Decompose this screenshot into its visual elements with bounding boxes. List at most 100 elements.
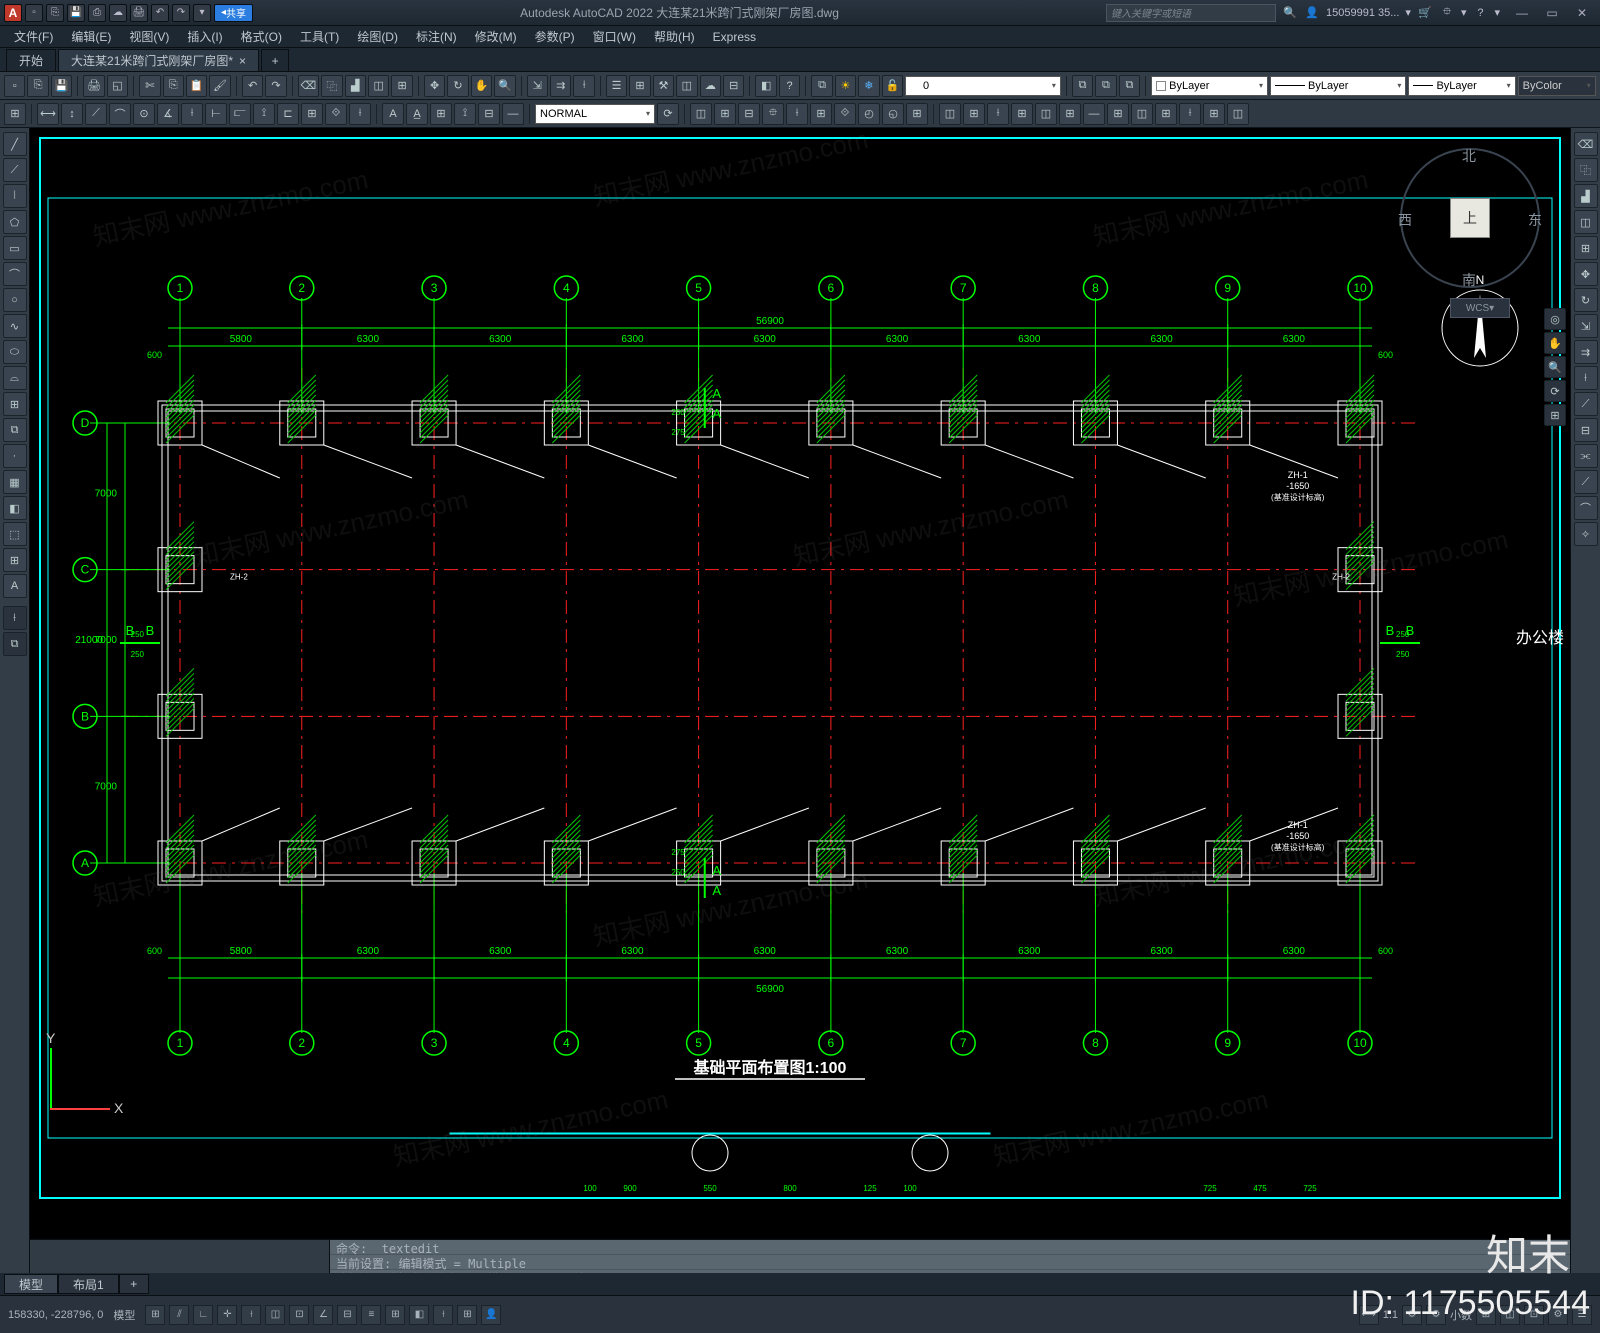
minimize-button[interactable]: —: [1508, 4, 1536, 22]
st-trans-icon[interactable]: ⊞: [385, 1305, 405, 1325]
tb-mirror-icon[interactable]: ▟: [345, 75, 366, 97]
tb2-dim11-icon[interactable]: ⊏: [277, 103, 299, 125]
tb-scale-icon[interactable]: ⇲: [527, 75, 548, 97]
rt-erase-icon[interactable]: ⌫: [1574, 132, 1598, 156]
help-dropdown-icon[interactable]: ▾: [1494, 6, 1500, 19]
tb2-dimup-icon[interactable]: ⟳: [657, 103, 679, 125]
undo-icon[interactable]: ↶: [151, 4, 169, 22]
user-icon[interactable]: 👤: [1304, 5, 1320, 21]
view-cube[interactable]: 上 北 南 东 西: [1400, 148, 1540, 288]
tb-dc-icon[interactable]: ⊞: [629, 75, 650, 97]
tb2-v8-icon[interactable]: ⊞: [1107, 103, 1129, 125]
lt-ellipse-icon[interactable]: ⬭: [3, 340, 27, 364]
rt-stretch-icon[interactable]: ⇉: [1574, 340, 1598, 364]
tab-new-button[interactable]: +: [261, 49, 289, 71]
plot-icon[interactable]: 🖨: [130, 4, 148, 22]
tb2-v9-icon[interactable]: ◫: [1131, 103, 1153, 125]
tb-undo-icon[interactable]: ↶: [242, 75, 263, 97]
rt-break-icon[interactable]: ⊟: [1574, 418, 1598, 442]
menu-view[interactable]: 视图(V): [121, 26, 177, 47]
color-select[interactable]: ByLayer▾: [1151, 76, 1268, 96]
tb-lay2-icon[interactable]: ⧉: [1095, 75, 1116, 97]
tb2-dim14-icon[interactable]: ⟊: [349, 103, 371, 125]
maximize-button[interactable]: ▭: [1538, 4, 1566, 22]
nav-zoom-icon[interactable]: 🔍: [1544, 356, 1566, 378]
tb-cut-icon[interactable]: ✄: [139, 75, 160, 97]
tb-help2-icon[interactable]: ?: [779, 75, 800, 97]
tb-pan-icon[interactable]: ✋: [471, 75, 492, 97]
tb-match-icon[interactable]: 🖌: [209, 75, 230, 97]
viewcube-face[interactable]: 上: [1450, 198, 1490, 238]
tb-tool-icon[interactable]: ⚒: [653, 75, 674, 97]
lt-earc-icon[interactable]: ⌓: [3, 366, 27, 390]
tb2-m9-icon[interactable]: ◵: [882, 103, 904, 125]
tb2-m7-icon[interactable]: ⟐: [834, 103, 856, 125]
st-dyn-icon[interactable]: ⊟: [337, 1305, 357, 1325]
st-qp-icon[interactable]: ⊞: [457, 1305, 477, 1325]
tab-layout1[interactable]: 布局1: [58, 1274, 119, 1294]
st-snap-icon[interactable]: ⫽: [169, 1305, 189, 1325]
tb-lock-icon[interactable]: 🔓: [882, 75, 903, 97]
st-osnap-icon[interactable]: ◫: [265, 1305, 285, 1325]
tb2-v7-icon[interactable]: —: [1083, 103, 1105, 125]
redo-icon[interactable]: ↷: [172, 4, 190, 22]
help-icon[interactable]: ?: [1472, 5, 1488, 21]
save-icon[interactable]: 💾: [67, 4, 85, 22]
tb-open-icon[interactable]: ⎘: [27, 75, 48, 97]
menu-window[interactable]: 窗口(W): [585, 26, 644, 47]
tb2-m2-icon[interactable]: ⊞: [714, 103, 736, 125]
tb2-v5-icon[interactable]: ◫: [1035, 103, 1057, 125]
menu-insert[interactable]: 插入(I): [179, 26, 230, 47]
tb2-dim9-icon[interactable]: ⫍: [229, 103, 251, 125]
st-ortho-icon[interactable]: ∟: [193, 1305, 213, 1325]
lt-polygon-icon[interactable]: ⬠: [3, 210, 27, 234]
tb-lay3-icon[interactable]: ⧉: [1119, 75, 1140, 97]
user-dropdown-icon[interactable]: ▾: [1405, 6, 1411, 19]
tb2-dim5-icon[interactable]: ⊙: [133, 103, 155, 125]
menu-modify[interactable]: 修改(M): [467, 26, 525, 47]
nav-show-icon[interactable]: ⊞: [1544, 404, 1566, 426]
tb2-v4-icon[interactable]: ⊞: [1011, 103, 1033, 125]
search-go-icon[interactable]: 🔍: [1282, 5, 1298, 21]
tb-paste-icon[interactable]: 📋: [186, 75, 207, 97]
tab-drawing[interactable]: 大连某21米跨门式刚架厂房图*×: [58, 49, 259, 71]
menu-express[interactable]: Express: [705, 28, 764, 46]
help-search-input[interactable]: 键入关键字或短语: [1106, 4, 1276, 22]
tb-copy2-icon[interactable]: ⿻: [321, 75, 342, 97]
dimstyle-select[interactable]: NORMAL▾: [535, 104, 655, 124]
lt-table-icon[interactable]: ⊞: [3, 548, 27, 572]
tb-sheet-icon[interactable]: ◫: [676, 75, 697, 97]
tb-offset-icon[interactable]: ◫: [368, 75, 389, 97]
lt-grad-icon[interactable]: ◧: [3, 496, 27, 520]
close-button[interactable]: ✕: [1568, 4, 1596, 22]
rt-move-icon[interactable]: ✥: [1574, 262, 1598, 286]
lt-xline-icon[interactable]: ⟋: [3, 158, 27, 182]
linetype-select[interactable]: ByLayer▾: [1270, 76, 1406, 96]
tb-new-icon[interactable]: ▫: [4, 75, 25, 97]
tb2-dim7-icon[interactable]: ⟊: [181, 103, 203, 125]
tb2-v1-icon[interactable]: ◫: [939, 103, 961, 125]
tb-freeze-icon[interactable]: ❄: [858, 75, 879, 97]
tb-rotate-icon[interactable]: ↻: [447, 75, 468, 97]
tab-start[interactable]: 开始: [6, 49, 56, 71]
tb2-txt5-icon[interactable]: ⊟: [478, 103, 500, 125]
nav-orbit-icon[interactable]: ⟳: [1544, 380, 1566, 402]
tab-add-layout[interactable]: +: [119, 1274, 149, 1294]
tb2-dim2-icon[interactable]: ↕: [61, 103, 83, 125]
tb2-txt1-icon[interactable]: A: [382, 103, 404, 125]
st-iso-icon[interactable]: ⟊: [241, 1305, 261, 1325]
wcs-badge[interactable]: WCS ▾: [1450, 298, 1510, 318]
web-open-icon[interactable]: ☁: [109, 4, 127, 22]
tb2-dim10-icon[interactable]: ⟟: [253, 103, 275, 125]
tb2-m5-icon[interactable]: ⟊: [786, 103, 808, 125]
tb-save-icon[interactable]: 💾: [51, 75, 72, 97]
open-icon[interactable]: ⎘: [46, 4, 64, 22]
user-label[interactable]: 15059991 35...: [1326, 7, 1399, 19]
drawing-canvas[interactable]: 1122334455667788991010DCBAAAAABBBB569006…: [30, 128, 1570, 1238]
tb2-dim1-icon[interactable]: ⟷: [37, 103, 59, 125]
st-polar-icon[interactable]: ✛: [217, 1305, 237, 1325]
tb2-v11-icon[interactable]: ⟊: [1179, 103, 1201, 125]
st-otrack-icon[interactable]: ∠: [313, 1305, 333, 1325]
qat-dropdown-icon[interactable]: ▾: [193, 4, 211, 22]
tb2-dim13-icon[interactable]: ⟐: [325, 103, 347, 125]
